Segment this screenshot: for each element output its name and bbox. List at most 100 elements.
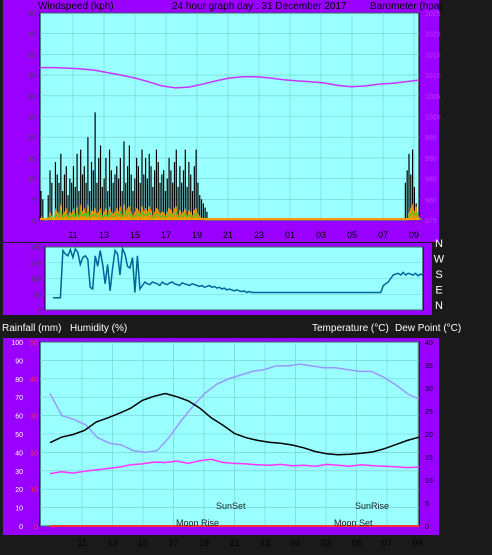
bottom-x-tick-label: 21 — [229, 538, 239, 548]
bottom-marks — [49, 363, 420, 527]
top-left-tick-label: 35 — [28, 73, 36, 80]
wind-direction-line — [53, 246, 424, 299]
wind-axis-label: Windspeed (kph) — [38, 1, 114, 12]
top-right-tick-label: 995 — [425, 135, 437, 142]
bottom-x-tick-label: 23 — [260, 538, 270, 548]
top-grid — [40, 12, 419, 221]
top-right-tick-label: 985 — [425, 177, 437, 184]
baro-axis-label: Barometer (hpa) — [370, 1, 443, 12]
temperature-tick-label: 25 — [425, 409, 433, 416]
direction-degree-tick: 0 — [38, 308, 42, 315]
bottom-x-tick-label: 19 — [199, 538, 209, 548]
temperature-tick-label: 10 — [425, 478, 433, 485]
top-right-tick-label: 1025 — [425, 11, 441, 18]
top-left-tick-label: 30 — [28, 94, 36, 101]
rainfall-axis-label: Rainfall (mm) — [2, 323, 61, 334]
humidity-tick-label: 70 — [15, 395, 23, 402]
dewpoint-axis-label: Dew Point (°C) — [395, 323, 461, 334]
humidity-tick-label: 0 — [19, 524, 23, 531]
top-tick-labels: 0510152025303540455097598098599099510001… — [28, 11, 440, 240]
temperature-tick-label: 15 — [425, 455, 433, 462]
temperature-tick-label: 5 — [425, 501, 429, 508]
top-left-tick-label: 45 — [28, 32, 36, 39]
humidity-tick-label: 60 — [15, 414, 23, 421]
top-x-tick-label: 15 — [130, 230, 140, 240]
top-x-tick-label: 19 — [192, 230, 202, 240]
rainfall-tick-label: 0 — [34, 524, 38, 531]
bottom-x-tick-label: 03 — [321, 538, 331, 548]
top-x-tick-label: 23 — [254, 230, 264, 240]
direction-compass-label: N — [435, 238, 443, 250]
top-left-tick-label: 50 — [28, 11, 36, 18]
direction-degree-tick: 270 — [30, 261, 42, 268]
humidity-tick-label: 80 — [15, 377, 23, 384]
direction-compass-label: S — [435, 269, 442, 281]
top-right-tick-label: 1020 — [425, 32, 441, 39]
temperature-tick-label: 35 — [425, 363, 433, 370]
temperature-tick-label: 30 — [425, 386, 433, 393]
temperature-line — [49, 392, 420, 456]
top-left-tick-label: 10 — [28, 177, 36, 184]
direction-compass-label: N — [435, 300, 443, 312]
temperature-axis-label: Temperature (°C) — [312, 323, 389, 334]
moonrise-label: Moon Rise — [176, 518, 219, 528]
top-x-tick-label: 09 — [409, 230, 419, 240]
top-left-tick-label: 40 — [28, 52, 36, 59]
graph-title: 24 hour graph day : 31 December 2017 — [172, 1, 347, 12]
top-right-tick-label: 975 — [425, 218, 437, 225]
bottom-x-tick-label: 15 — [138, 538, 148, 548]
humidity-tick-label: 20 — [15, 487, 23, 494]
top-x-tick-label: 07 — [378, 230, 388, 240]
top-x-tick-label: 03 — [316, 230, 326, 240]
rainfall-tick-label: 20 — [30, 450, 38, 457]
sunset-label: SunSet — [216, 501, 246, 511]
top-right-tick-label: 1000 — [425, 115, 441, 122]
direction-compass-label: W — [434, 254, 445, 266]
top-x-tick-label: 11 — [68, 230, 77, 240]
rainfall-tick-label: 30 — [30, 414, 38, 421]
bottom-tick-labels: 0102030405060708090100010203040500510152… — [11, 340, 433, 548]
top-left-tick-label: 5 — [32, 197, 36, 204]
direction-degree-tick: 90 — [34, 292, 42, 299]
rainfall-tick-label: 50 — [30, 340, 38, 347]
top-x-tick-label: 05 — [347, 230, 357, 240]
rainfall-tick-label: 10 — [30, 487, 38, 494]
humidity-tick-label: 10 — [15, 506, 23, 513]
humidity-tick-label: 100 — [11, 340, 23, 347]
top-left-tick-label: 0 — [32, 218, 36, 225]
bottom-x-tick-label: 17 — [168, 538, 178, 548]
direction-degree-tick: 180 — [30, 277, 42, 284]
bottom-x-tick-label: 01 — [290, 538, 300, 548]
humidity-tick-label: 40 — [15, 450, 23, 457]
dew-point-line — [49, 458, 420, 475]
temperature-tick-label: 40 — [425, 340, 433, 347]
top-x-tick-label: 13 — [99, 230, 109, 240]
top-x-tick-label: 01 — [285, 230, 295, 240]
bottom-grid — [40, 341, 419, 527]
humidity-tick-label: 90 — [15, 358, 23, 365]
moonset-label: Moon Set — [334, 518, 373, 528]
top-right-tick-label: 980 — [425, 197, 437, 204]
direction-grid — [45, 246, 423, 311]
direction-marks — [53, 246, 424, 299]
humidity-tick-label: 30 — [15, 469, 23, 476]
top-right-tick-label: 990 — [425, 156, 437, 163]
sunrise-label: SunRise — [355, 501, 389, 511]
top-right-tick-label: 1015 — [425, 52, 441, 59]
top-marks — [40, 66, 422, 222]
top-right-tick-label: 1005 — [425, 94, 441, 101]
top-x-tick-label: 17 — [161, 230, 171, 240]
bottom-x-tick-label: 05 — [351, 538, 361, 548]
top-left-tick-label: 25 — [28, 115, 36, 122]
humidity-axis-label: Humidity (%) — [70, 323, 127, 334]
top-left-tick-label: 15 — [28, 156, 36, 163]
humidity-line — [49, 363, 420, 454]
top-left-tick-label: 20 — [28, 135, 36, 142]
humidity-tick-label: 50 — [15, 432, 23, 439]
top-right-tick-label: 1010 — [425, 73, 441, 80]
direction-degree-tick: 360 — [30, 245, 42, 252]
top-x-tick-label: 21 — [223, 230, 233, 240]
bottom-x-tick-label: 13 — [107, 538, 117, 548]
